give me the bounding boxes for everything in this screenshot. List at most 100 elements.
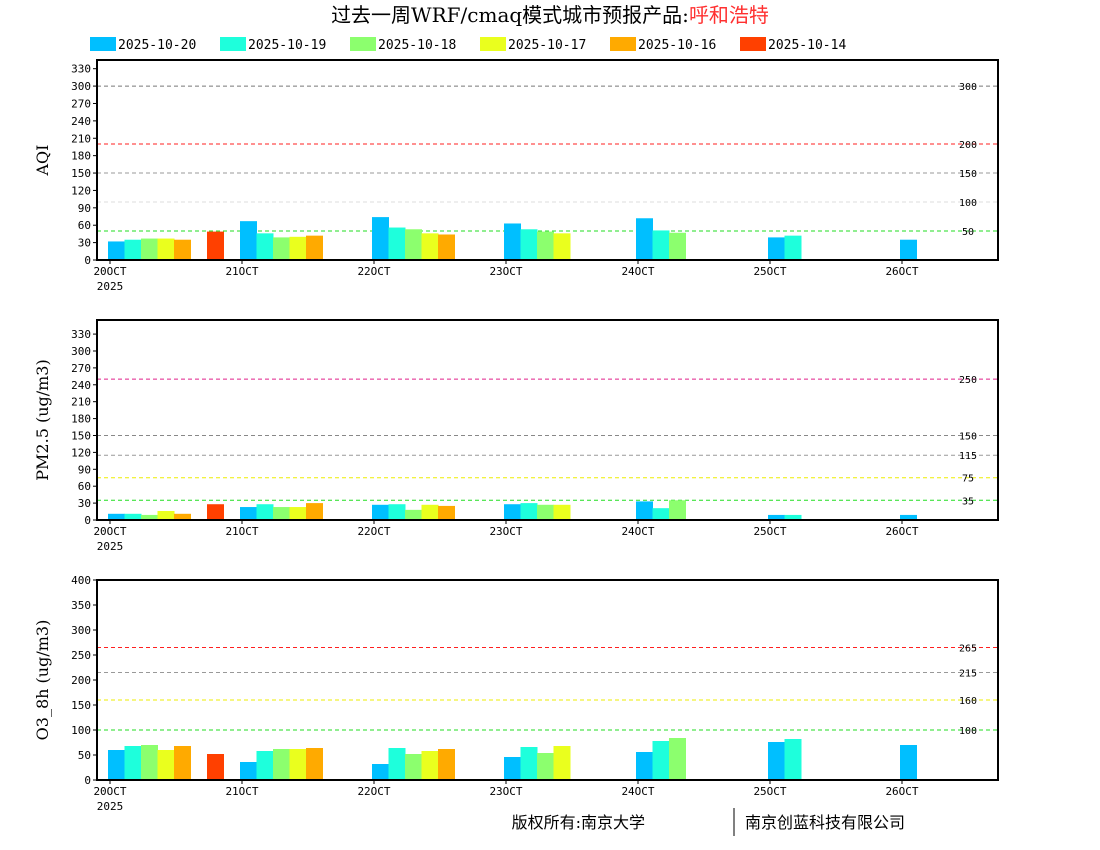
x-tick-label: 20OCT	[93, 785, 126, 798]
bar	[553, 504, 571, 520]
bar	[537, 753, 554, 780]
bar	[669, 500, 686, 520]
threshold-label: 50	[962, 227, 974, 238]
y-tick-label: 60	[78, 219, 91, 232]
bar	[405, 754, 422, 780]
bar	[207, 231, 224, 260]
legend-label: 2025-10-18	[378, 38, 456, 53]
bar	[388, 504, 406, 520]
threshold-label: 265	[959, 644, 977, 655]
x-tick-label: 21OCT	[225, 525, 258, 538]
y-tick-label: 100	[71, 724, 91, 737]
bar	[768, 742, 785, 780]
x-tick-label: 24OCT	[621, 525, 654, 538]
footer-company: 南京创蓝科技有限公司	[745, 813, 905, 832]
bar	[256, 233, 274, 260]
bar	[289, 749, 307, 780]
bar	[174, 513, 191, 520]
x-tick-label: 20OCT	[93, 265, 126, 278]
threshold-label: 100	[959, 726, 977, 737]
y-tick-label: 150	[71, 429, 91, 442]
bar	[240, 507, 257, 520]
bar	[141, 238, 158, 260]
y-tick-label: 270	[71, 362, 91, 375]
threshold-label: 300	[959, 82, 977, 93]
bar	[141, 745, 158, 780]
bar	[784, 235, 802, 260]
bar	[306, 503, 323, 520]
y-axis-label: PM2.5 (ug/m3)	[33, 359, 52, 480]
y-tick-label: 180	[71, 413, 91, 426]
legend: 2025-10-20 2025-10-19 2025-10-18 2025-10-17…	[90, 37, 846, 53]
bar	[207, 754, 224, 780]
bar	[124, 513, 142, 520]
bar	[504, 504, 521, 520]
y-tick-label: 50	[78, 749, 91, 762]
bar	[157, 510, 175, 520]
bar	[289, 236, 307, 260]
x-tick-label: 25OCT	[753, 785, 786, 798]
threshold-label: 215	[959, 669, 977, 680]
y-tick-label: 30	[78, 237, 91, 250]
bar	[256, 504, 274, 520]
bar	[537, 231, 554, 260]
x-tick-label: 22OCT	[357, 785, 390, 798]
legend-label: 2025-10-16	[638, 38, 716, 53]
y-tick-label: 60	[78, 480, 91, 493]
bar	[273, 237, 290, 260]
bar	[124, 746, 142, 780]
x-tick-label: 23OCT	[489, 525, 522, 538]
bar	[669, 232, 686, 260]
legend-label: 2025-10-19	[248, 38, 326, 53]
y-tick-label: 200	[71, 674, 91, 687]
y-tick-label: 300	[71, 80, 91, 93]
bar	[157, 750, 175, 780]
bar	[537, 504, 554, 520]
y-tick-label: 210	[71, 396, 91, 409]
x-tick-label: 26OCT	[885, 525, 918, 538]
bar	[108, 241, 125, 260]
title-city: 呼和浩特	[689, 3, 769, 27]
bar	[520, 229, 538, 260]
bar	[900, 514, 917, 520]
bar	[240, 221, 257, 260]
bar	[784, 514, 802, 520]
y-tick-label: 0	[84, 514, 91, 527]
y-tick-label: 90	[78, 202, 91, 215]
y-tick-label: 250	[71, 649, 91, 662]
threshold-label: 250	[959, 375, 977, 386]
bar	[405, 229, 422, 260]
bar	[372, 217, 389, 260]
x-tick-label: 24OCT	[621, 785, 654, 798]
bar	[438, 505, 455, 520]
bar	[520, 503, 538, 520]
bar	[636, 218, 653, 260]
y-tick-label: 300	[71, 345, 91, 358]
plot-frame	[96, 579, 999, 781]
panel-2: 265 215 160 100 0 50 100 150 200 250 300 350 400 20OC…	[33, 574, 999, 813]
x-tick-label: 24OCT	[621, 265, 654, 278]
x-tick-label: 22OCT	[357, 265, 390, 278]
bar	[504, 757, 521, 780]
title-text: 过去一周WRF/cmaq模式城市预报产品:	[331, 3, 689, 27]
y-axis-label: AQI	[33, 145, 52, 177]
bar	[240, 762, 257, 780]
bar	[504, 223, 521, 260]
bar	[421, 504, 439, 520]
bar	[405, 509, 422, 520]
year-label: 2025	[97, 800, 124, 813]
bar	[669, 738, 686, 780]
panel-0: 300 200 150 100 50 0 30 60 90 120 150 180 210 240 270 3…	[33, 59, 999, 293]
y-tick-label: 210	[71, 132, 91, 145]
bar	[421, 233, 439, 260]
y-tick-label: 180	[71, 150, 91, 163]
y-tick-label: 270	[71, 97, 91, 110]
y-tick-label: 350	[71, 599, 91, 612]
y-tick-label: 240	[71, 115, 91, 128]
bar	[124, 239, 142, 260]
x-tick-label: 21OCT	[225, 265, 258, 278]
legend-swatch	[350, 37, 376, 51]
x-tick-label: 23OCT	[489, 785, 522, 798]
x-tick-label: 26OCT	[885, 265, 918, 278]
